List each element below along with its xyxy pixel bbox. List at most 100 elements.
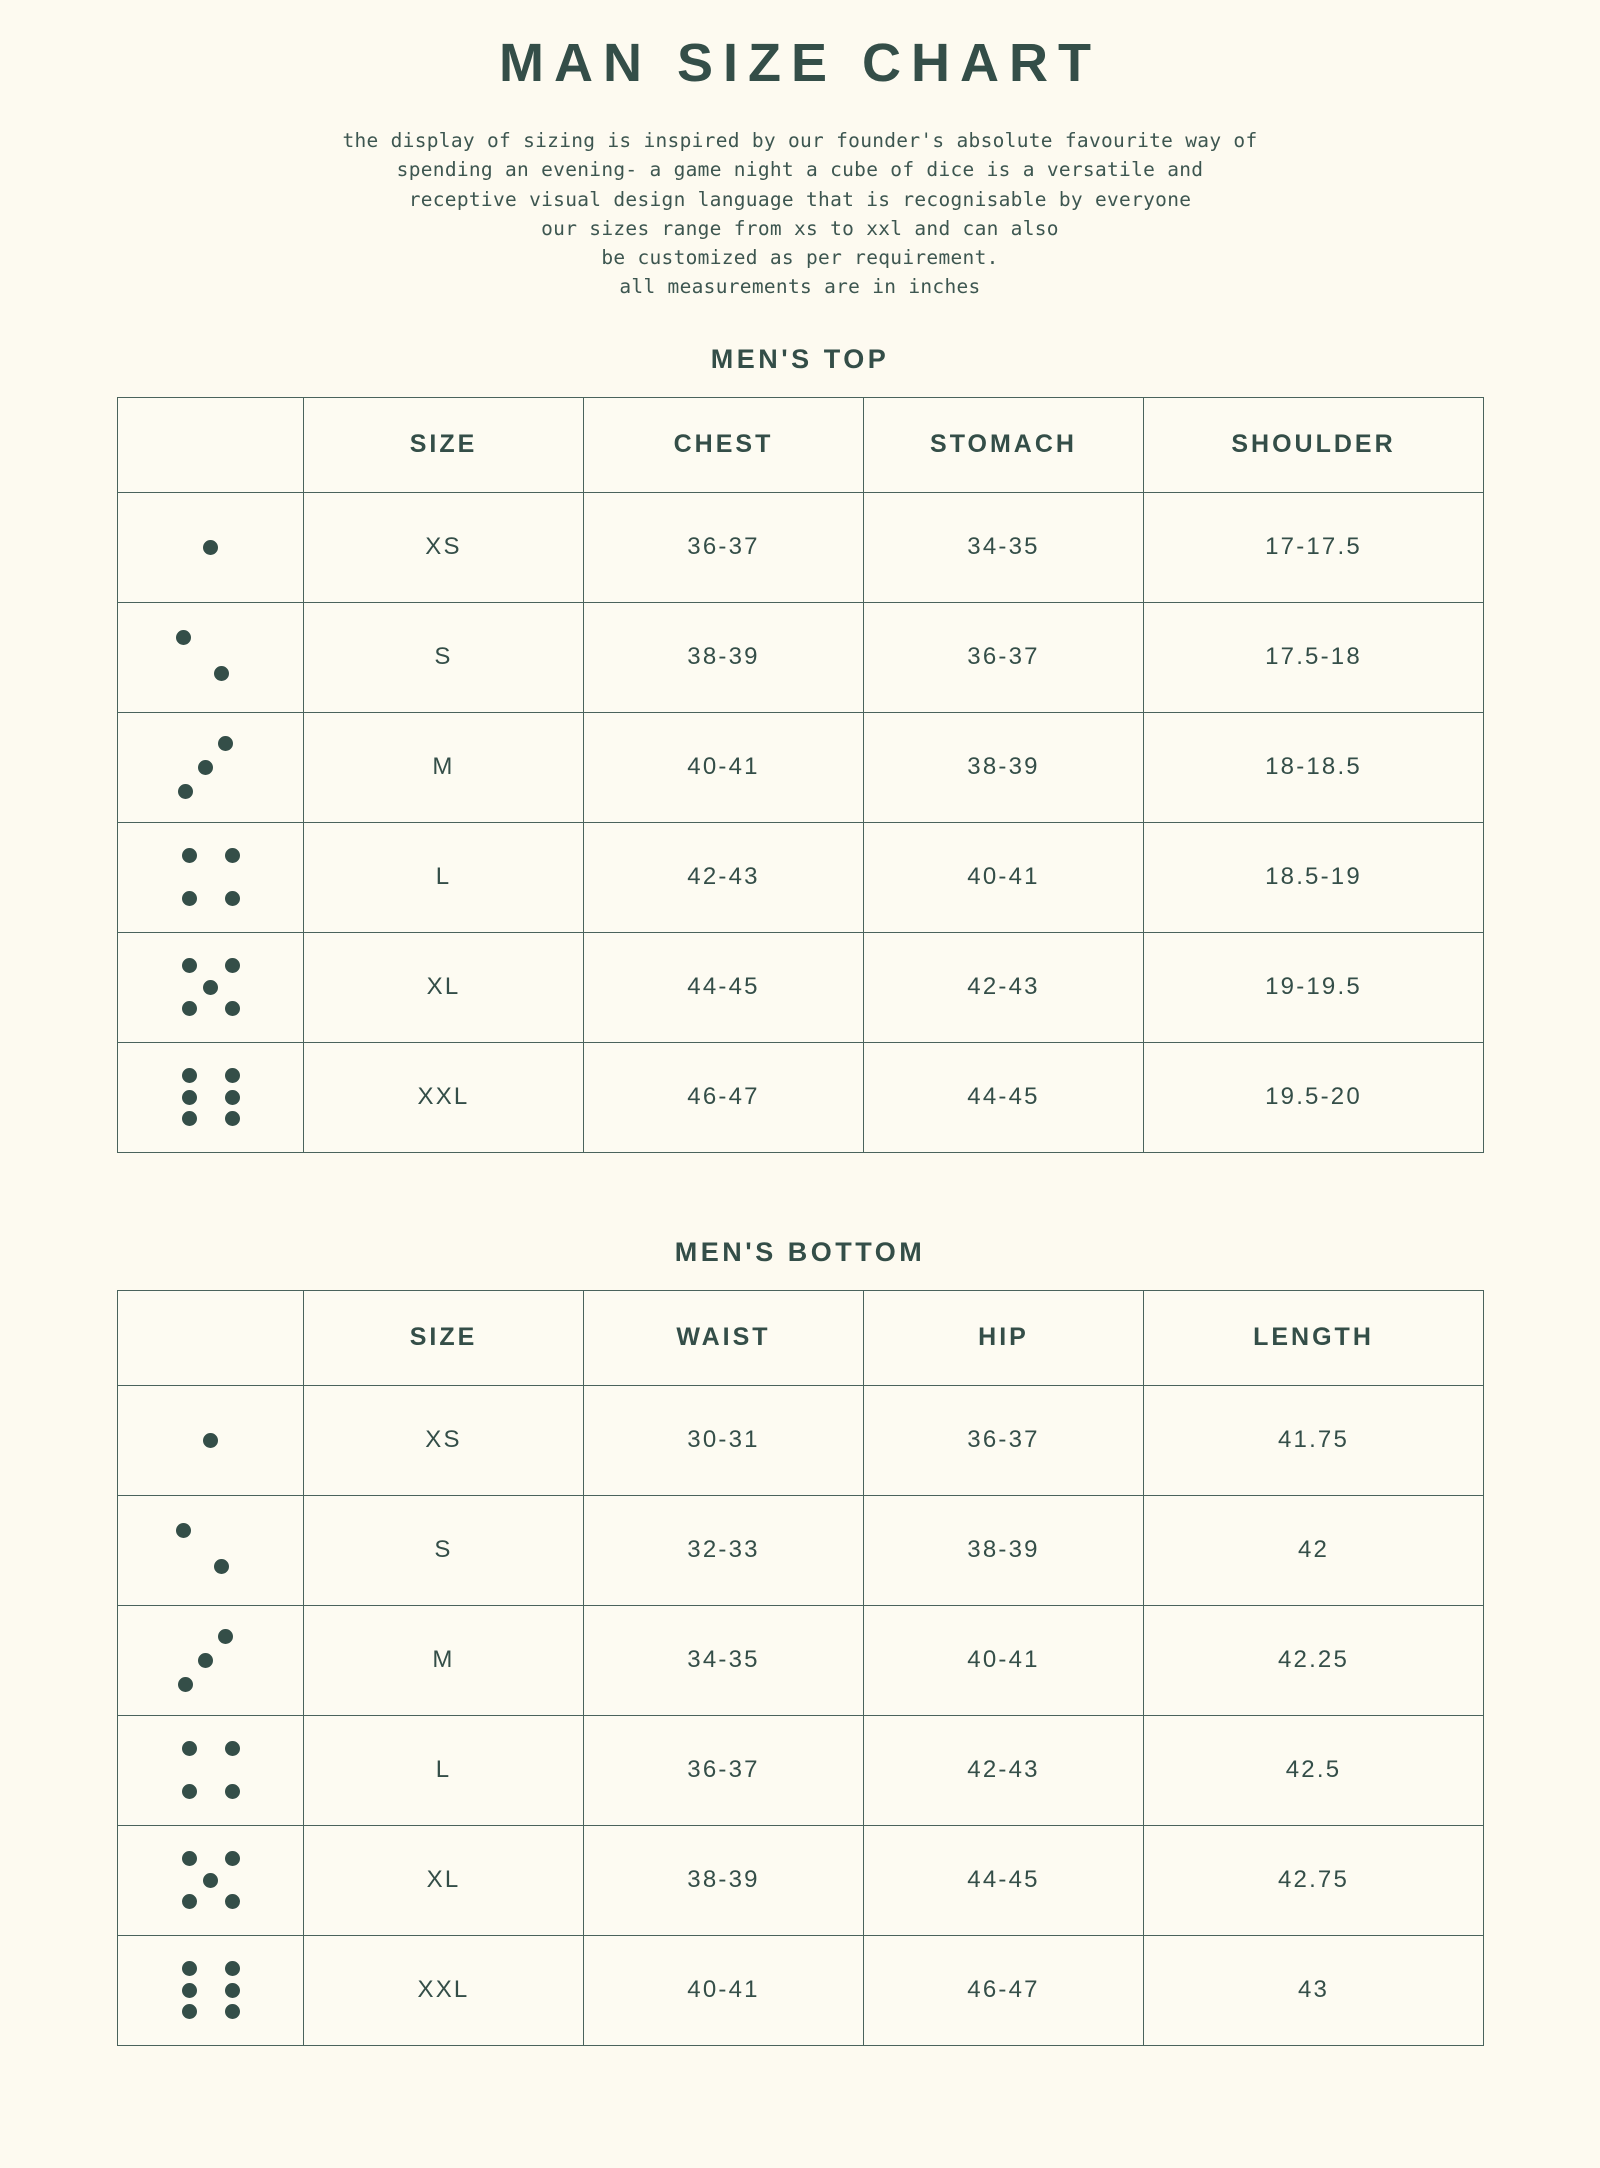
measurement-cell-1: 44-45 — [583, 931, 864, 1043]
measurement-cell-3: 17-17.5 — [1143, 491, 1484, 603]
measurement-cell-2: 40-41 — [863, 1604, 1144, 1716]
intro-line: spending an evening- a game night a cube… — [396, 158, 1204, 182]
measurement-cell-3: 41.75 — [1143, 1384, 1484, 1496]
mens-top-table: SIZE CHEST STOMACH SHOULDER XS 36-37 34-35… — [117, 396, 1484, 1153]
measurement-cell-3: 42.5 — [1143, 1714, 1484, 1826]
dice-cell — [117, 711, 304, 823]
dice-cell — [117, 1384, 304, 1496]
size-cell: L — [303, 821, 584, 933]
size-cell: XS — [303, 491, 584, 603]
table-row: XL 38-39 44-45 42.75 — [117, 1824, 1484, 1936]
table-row: XL 44-45 42-43 19-19.5 — [117, 931, 1484, 1043]
intro-paragraph: the display of sizing is inspired by our… — [0, 94, 1600, 302]
measurement-cell-2: 44-45 — [863, 1041, 1144, 1153]
table-row: S 32-33 38-39 42 — [117, 1494, 1484, 1606]
dice-face-six — [174, 1953, 248, 2027]
measurement-cell-2: 42-43 — [863, 931, 1144, 1043]
measurement-cell-1: 40-41 — [583, 711, 864, 823]
measurement-cell-1: 46-47 — [583, 1041, 864, 1153]
dice-face-two — [174, 1513, 248, 1587]
measurement-cell-1: 38-39 — [583, 601, 864, 713]
col-header-length: LENGTH — [1143, 1289, 1484, 1386]
dice-cell — [117, 1494, 304, 1606]
measurement-cell-2: 36-37 — [863, 601, 1144, 713]
table-row: M 34-35 40-41 42.25 — [117, 1604, 1484, 1716]
measurement-cell-2: 42-43 — [863, 1714, 1144, 1826]
dice-cell — [117, 821, 304, 933]
measurement-cell-1: 32-33 — [583, 1494, 864, 1606]
table-row: XXL 40-41 46-47 43 — [117, 1934, 1484, 2046]
page-title: MAN SIZE CHART — [499, 33, 1101, 93]
table-row: XS 30-31 36-37 41.75 — [117, 1384, 1484, 1496]
intro-line: the display of sizing is inspired by our… — [342, 129, 1258, 153]
measurement-cell-2: 36-37 — [863, 1384, 1144, 1496]
dice-face-five — [174, 950, 248, 1024]
dice-cell — [117, 931, 304, 1043]
table-header-row: SIZE WAIST HIP LENGTH — [117, 1289, 1484, 1386]
section-spacer — [0, 1153, 1600, 1237]
measurement-cell-1: 40-41 — [583, 1934, 864, 2046]
dice-face-one — [174, 510, 248, 584]
size-cell: XL — [303, 1824, 584, 1936]
dice-cell — [117, 601, 304, 713]
size-cell: XL — [303, 931, 584, 1043]
col-header-size: SIZE — [303, 1289, 584, 1386]
dice-face-four — [174, 840, 248, 914]
intro-line: all measurements are in inches — [619, 275, 981, 299]
measurement-cell-1: 38-39 — [583, 1824, 864, 1936]
measurement-cell-3: 19.5-20 — [1143, 1041, 1484, 1153]
size-cell: XS — [303, 1384, 584, 1496]
measurement-cell-2: 44-45 — [863, 1824, 1144, 1936]
measurement-cell-2: 38-39 — [863, 1494, 1144, 1606]
mens-bottom-title: MEN'S BOTTOM — [674, 1236, 926, 1267]
col-header-dice — [117, 396, 304, 493]
dice-face-four — [174, 1733, 248, 1807]
measurement-cell-1: 36-37 — [583, 491, 864, 603]
measurement-cell-2: 40-41 — [863, 821, 1144, 933]
intro-line: receptive visual design language that is… — [408, 187, 1192, 211]
dice-face-three — [174, 1623, 248, 1697]
size-cell: XXL — [303, 1041, 584, 1153]
size-cell: M — [303, 711, 584, 823]
measurement-cell-3: 17.5-18 — [1143, 601, 1484, 713]
table-row: XS 36-37 34-35 17-17.5 — [117, 491, 1484, 603]
col-header-dice — [117, 1289, 304, 1386]
col-header-shoulder: SHOULDER — [1143, 396, 1484, 493]
intro-line: be customized as per requirement. — [601, 246, 999, 270]
measurement-cell-1: 36-37 — [583, 1714, 864, 1826]
table-row: M 40-41 38-39 18-18.5 — [117, 711, 1484, 823]
table-header-row: SIZE CHEST STOMACH SHOULDER — [117, 396, 1484, 493]
size-cell: XXL — [303, 1934, 584, 2046]
measurement-cell-1: 30-31 — [583, 1384, 864, 1496]
size-cell: L — [303, 1714, 584, 1826]
mens-top-body: XS 36-37 34-35 17-17.5 S 38-39 36-37 17.5-18 M 40… — [117, 491, 1484, 1153]
table-row: S 38-39 36-37 17.5-18 — [117, 601, 1484, 713]
dice-face-two — [174, 620, 248, 694]
dice-cell — [117, 1041, 304, 1153]
dice-cell — [117, 1934, 304, 2046]
measurement-cell-2: 38-39 — [863, 711, 1144, 823]
table-row: L 42-43 40-41 18.5-19 — [117, 821, 1484, 933]
dice-face-six — [174, 1060, 248, 1134]
intro-line: our sizes range from xs to xxl and can a… — [541, 216, 1059, 240]
mens-top-title: MEN'S TOP — [710, 343, 890, 374]
table-row: XXL 46-47 44-45 19.5-20 — [117, 1041, 1484, 1153]
measurement-cell-3: 42.25 — [1143, 1604, 1484, 1716]
measurement-cell-3: 42 — [1143, 1494, 1484, 1606]
measurement-cell-3: 43 — [1143, 1934, 1484, 2046]
mens-bottom-table: SIZE WAIST HIP LENGTH XS 30-31 36-37 41.75 S… — [117, 1289, 1484, 2046]
col-header-waist: WAIST — [583, 1289, 864, 1386]
col-header-size: SIZE — [303, 396, 584, 493]
size-cell: M — [303, 1604, 584, 1716]
dice-cell — [117, 1604, 304, 1716]
measurement-cell-2: 34-35 — [863, 491, 1144, 603]
mens-bottom-body: XS 30-31 36-37 41.75 S 32-33 38-39 42 M 34-35 40-4… — [117, 1384, 1484, 2046]
size-cell: S — [303, 1494, 584, 1606]
col-header-stomach: STOMACH — [863, 396, 1144, 493]
col-header-chest: CHEST — [583, 396, 864, 493]
dice-face-five — [174, 1843, 248, 1917]
dice-cell — [117, 1714, 304, 1826]
table-row: L 36-37 42-43 42.5 — [117, 1714, 1484, 1826]
dice-face-three — [174, 730, 248, 804]
mens-bottom-section: MEN'S BOTTOM SIZE WAIST HIP LENGTH XS 30-… — [117, 1236, 1484, 2046]
